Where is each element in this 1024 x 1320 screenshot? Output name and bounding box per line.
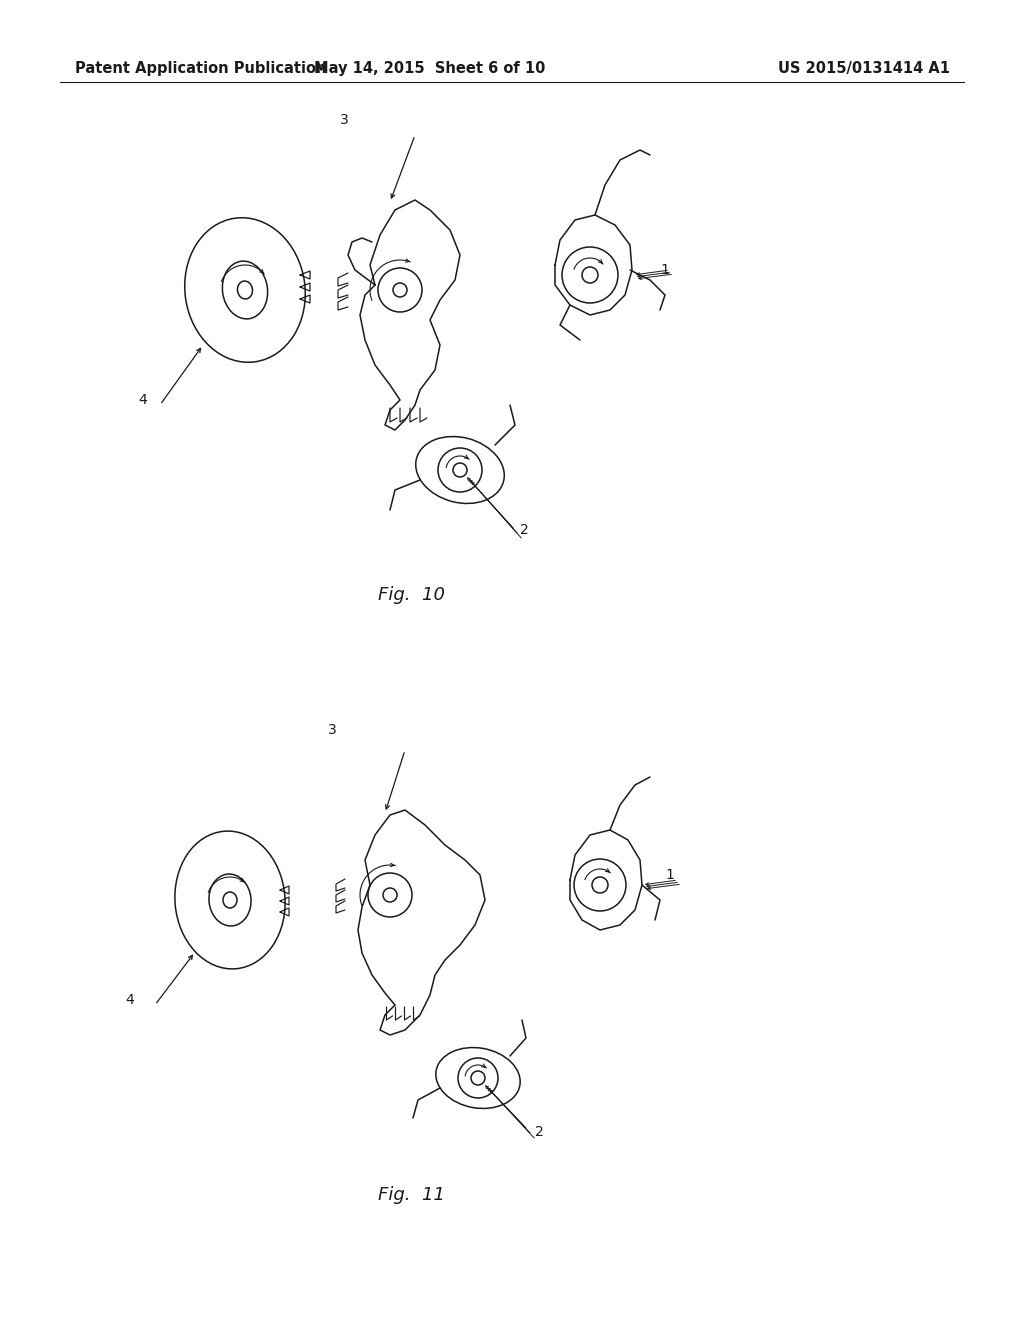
Text: Fig.  11: Fig. 11 <box>379 1185 445 1204</box>
Text: 1: 1 <box>665 869 674 882</box>
Text: 3: 3 <box>340 114 349 127</box>
Text: 4: 4 <box>125 993 134 1007</box>
Text: Fig.  10: Fig. 10 <box>379 586 445 605</box>
Text: 4: 4 <box>138 393 146 407</box>
Text: Patent Application Publication: Patent Application Publication <box>75 61 327 75</box>
Text: 1: 1 <box>660 263 669 277</box>
Text: May 14, 2015  Sheet 6 of 10: May 14, 2015 Sheet 6 of 10 <box>314 61 546 75</box>
Text: 2: 2 <box>535 1125 544 1139</box>
Text: US 2015/0131414 A1: US 2015/0131414 A1 <box>778 61 950 75</box>
Text: 2: 2 <box>520 523 528 537</box>
Text: 3: 3 <box>328 723 337 737</box>
